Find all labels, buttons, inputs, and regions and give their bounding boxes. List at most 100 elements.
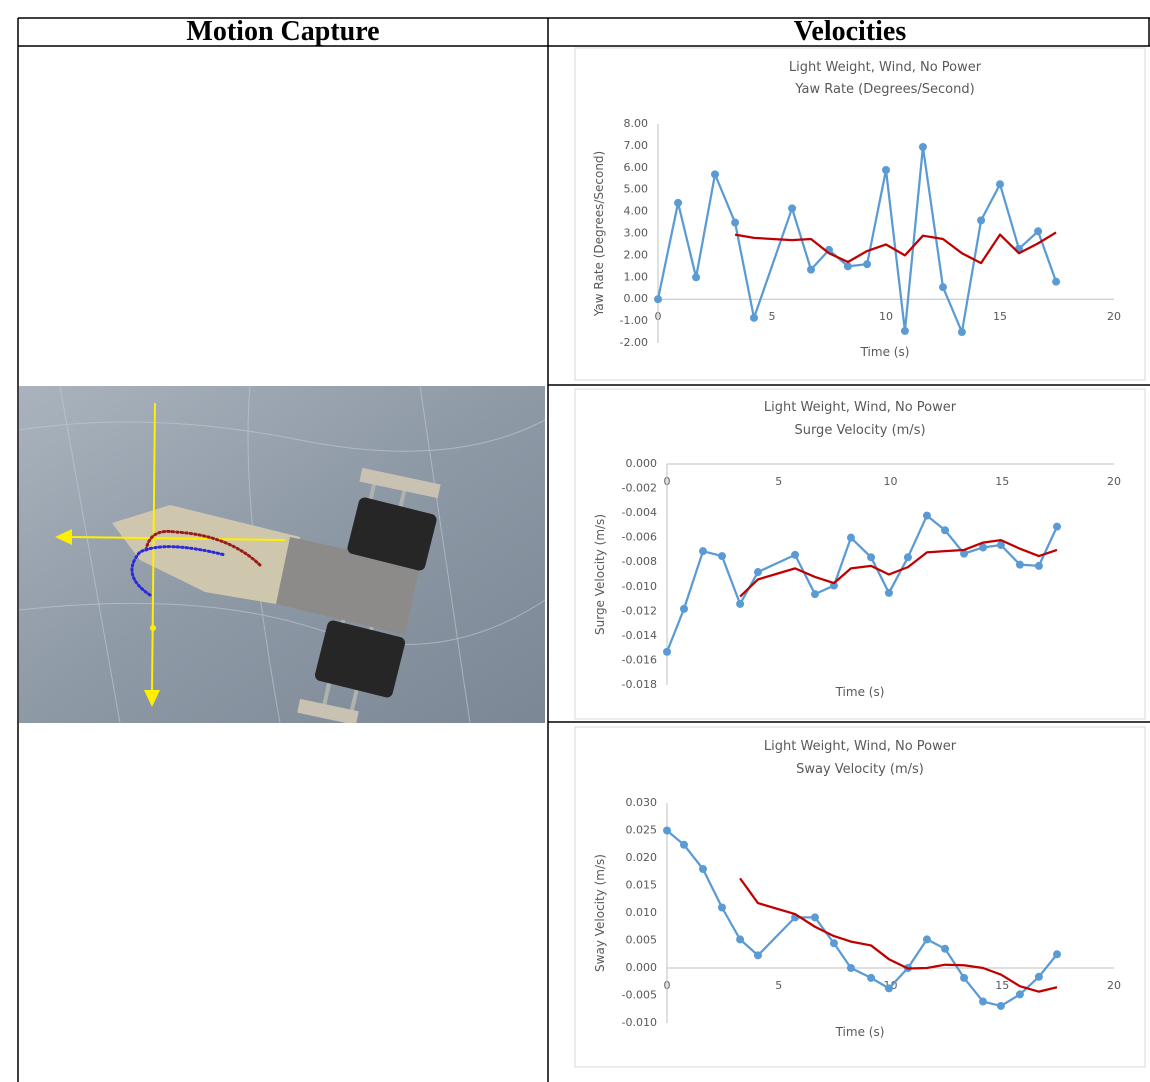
page: Motion Capture Velocities xyxy=(0,0,1150,1082)
x-axis-label: Time (s) xyxy=(860,345,910,359)
y-tick-label: 0.015 xyxy=(626,879,658,892)
y-axis-label: Yaw Rate (Degrees/Second) xyxy=(592,151,606,318)
data-point xyxy=(811,913,819,921)
y-tick-label: 4.00 xyxy=(624,205,649,218)
data-point xyxy=(867,974,875,982)
series-line xyxy=(740,540,1057,596)
y-tick-label: -0.002 xyxy=(622,482,657,495)
x-tick-label: 5 xyxy=(775,475,782,488)
data-point xyxy=(718,552,726,560)
y-tick-label: 6.00 xyxy=(624,161,649,174)
data-point xyxy=(960,974,968,982)
data-point xyxy=(867,553,875,561)
data-point xyxy=(882,166,890,174)
data-point xyxy=(997,1002,1005,1010)
chart-frame xyxy=(575,48,1145,380)
chart-subtitle: Sway Velocity (m/s) xyxy=(796,762,924,777)
data-point xyxy=(692,273,700,281)
data-point xyxy=(941,945,949,953)
data-point xyxy=(750,314,758,322)
x-tick-label: 20 xyxy=(1107,475,1121,488)
x-tick-label: 15 xyxy=(995,979,1009,992)
data-point xyxy=(1053,523,1061,531)
data-point xyxy=(807,266,815,274)
data-point xyxy=(754,951,762,959)
chart-subtitle: Surge Velocity (m/s) xyxy=(794,423,925,438)
data-point xyxy=(885,984,893,992)
chart-subtitle: Yaw Rate (Degrees/Second) xyxy=(794,82,974,97)
data-point xyxy=(941,526,949,534)
x-tick-label: 15 xyxy=(995,475,1009,488)
y-tick-label: -0.016 xyxy=(622,653,657,666)
data-point xyxy=(788,204,796,212)
x-tick-label: 5 xyxy=(775,979,782,992)
y-tick-label: -0.014 xyxy=(622,629,657,642)
y-tick-label: -1.00 xyxy=(620,314,648,327)
data-point xyxy=(699,547,707,555)
y-tick-label: 0.005 xyxy=(626,934,658,947)
y-tick-label: 7.00 xyxy=(624,139,649,152)
column-header: Motion Capture xyxy=(186,16,379,47)
series-line xyxy=(740,878,1057,991)
y-tick-label: 0.000 xyxy=(626,961,658,974)
y-tick-label: 8.00 xyxy=(624,117,649,130)
y-tick-label: -2.00 xyxy=(620,336,648,349)
x-tick-label: 20 xyxy=(1107,979,1121,992)
data-point xyxy=(901,327,909,335)
data-point xyxy=(699,865,707,873)
y-tick-label: 5.00 xyxy=(624,183,649,196)
data-point xyxy=(1016,561,1024,569)
data-point xyxy=(939,283,947,291)
y-tick-label: -0.010 xyxy=(622,580,657,593)
data-point xyxy=(885,589,893,597)
data-point xyxy=(958,328,966,336)
data-point xyxy=(711,170,719,178)
data-point xyxy=(718,904,726,912)
y-tick-label: -0.008 xyxy=(622,555,657,568)
data-point xyxy=(731,219,739,227)
y-axis-label: Surge Velocity (m/s) xyxy=(593,514,607,635)
data-point xyxy=(844,262,852,270)
motion-capture-photo xyxy=(19,386,545,725)
chart-title: Light Weight, Wind, No Power xyxy=(764,400,957,415)
data-point xyxy=(811,590,819,598)
data-point xyxy=(663,648,671,656)
data-point xyxy=(1016,990,1024,998)
chart-frame xyxy=(575,389,1145,719)
x-axis-label: Time (s) xyxy=(835,1025,885,1039)
chart-title: Light Weight, Wind, No Power xyxy=(764,739,957,754)
series-line xyxy=(667,516,1057,652)
y-tick-label: 0.020 xyxy=(626,851,658,864)
data-point xyxy=(674,199,682,207)
data-point xyxy=(923,935,931,943)
y-tick-label: 0.025 xyxy=(626,824,658,837)
x-tick-label: 5 xyxy=(769,310,776,323)
chart-frame xyxy=(575,727,1145,1067)
x-axis-label: Time (s) xyxy=(835,685,885,699)
x-tick-label: 10 xyxy=(884,475,898,488)
data-point xyxy=(904,553,912,561)
data-point xyxy=(736,600,744,608)
x-tick-label: 10 xyxy=(879,310,893,323)
data-point xyxy=(663,827,671,835)
y-tick-label: -0.012 xyxy=(622,604,657,617)
y-tick-label: 0.030 xyxy=(626,796,658,809)
data-point xyxy=(1052,278,1060,286)
data-point xyxy=(680,605,688,613)
data-point xyxy=(923,512,931,520)
data-point xyxy=(919,143,927,151)
x-tick-label: 15 xyxy=(993,310,1007,323)
column-header: Velocities xyxy=(794,16,907,47)
data-point xyxy=(754,568,762,576)
data-point xyxy=(847,964,855,972)
y-tick-label: 0.000 xyxy=(626,457,658,470)
data-point xyxy=(977,216,985,224)
data-point xyxy=(979,998,987,1006)
data-point xyxy=(830,939,838,947)
y-tick-label: 0.00 xyxy=(624,292,649,305)
y-tick-label: 1.00 xyxy=(624,270,649,283)
y-axis-label: Sway Velocity (m/s) xyxy=(593,854,607,972)
data-point xyxy=(1035,562,1043,570)
data-point xyxy=(863,260,871,268)
data-point xyxy=(654,295,662,303)
